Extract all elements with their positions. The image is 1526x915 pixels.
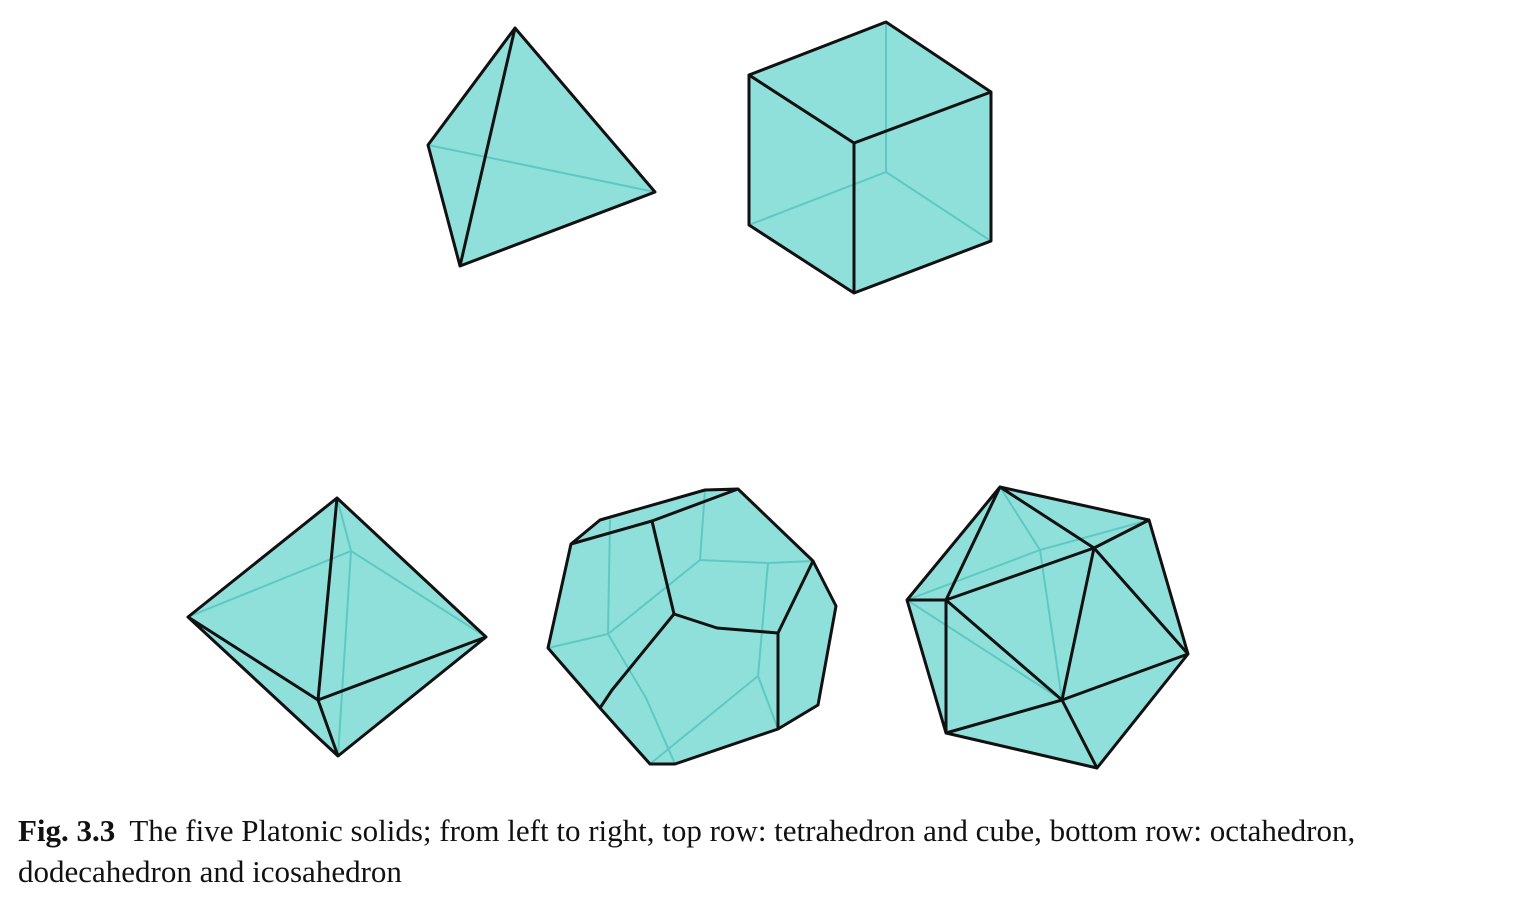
icosahedron [905, 485, 1190, 770]
octahedron [186, 496, 488, 758]
figure-label: Fig. 3.3 [18, 813, 116, 848]
figure-caption: Fig. 3.3 The five Platonic solids; from l… [18, 810, 1498, 892]
platonic-solids-figure [186, 20, 1190, 770]
dodecahedron [546, 487, 838, 766]
tetrahedron [426, 26, 657, 268]
cube [747, 20, 993, 295]
caption-text: The five Platonic solids; from left to r… [18, 813, 1356, 889]
